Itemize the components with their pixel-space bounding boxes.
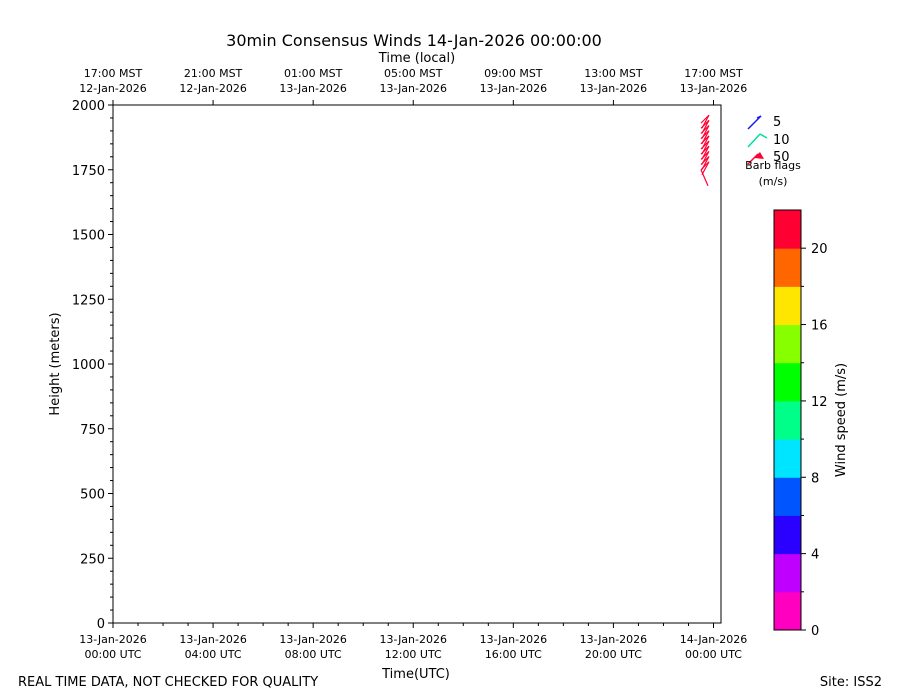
plot-area xyxy=(112,104,722,624)
colorbar-segment xyxy=(774,400,801,440)
x-tick-time: 08:00 UTC xyxy=(285,648,342,661)
top-x-tick-date: 13-Jan-2026 xyxy=(680,82,748,95)
colorbar-segment xyxy=(774,439,801,478)
barb-flag xyxy=(701,114,710,129)
barb-flag xyxy=(701,130,710,144)
legend-barb-50-icon xyxy=(747,152,764,165)
colorbar-tick-label: 12 xyxy=(811,395,828,410)
y-tick-label: 750 xyxy=(80,423,105,438)
wind-barb xyxy=(700,114,710,129)
colorbar-tick-label: 20 xyxy=(811,242,828,257)
colorbar-segment xyxy=(774,477,801,516)
chart-title: 30min Consensus Winds 14-Jan-2026 00:00:… xyxy=(226,31,602,50)
y-tick-label: 2000 xyxy=(72,99,105,114)
x-tick-time: 04:00 UTC xyxy=(185,648,242,661)
barb-flag xyxy=(701,161,710,176)
colorbar: 0 4 8 12 16 20 xyxy=(773,209,828,639)
colorbar-segment xyxy=(774,553,801,593)
colorbar-label: Wind speed (m/s) xyxy=(834,363,849,477)
y-tick-label: 1750 xyxy=(72,164,105,179)
colorbar-segment xyxy=(774,210,801,249)
top-x-tick-date: 12-Jan-2026 xyxy=(179,82,247,95)
colorbar-tick-label: 8 xyxy=(811,471,819,486)
top-x-tick-time: 17:00 MST xyxy=(84,67,143,80)
colorbar-frame xyxy=(773,209,802,631)
colorbar-segment xyxy=(774,362,801,402)
barb-flag xyxy=(701,120,710,134)
site-label: Site: ISS2 xyxy=(820,675,882,690)
y-tick-label: 250 xyxy=(80,552,105,567)
legend-barb-10-icon xyxy=(747,133,768,148)
colorbar-segment xyxy=(774,248,801,287)
legend-label-5: 5 xyxy=(773,115,781,130)
top-x-tick-time: 13:00 MST xyxy=(584,67,643,80)
top-x-tick-time: 17:00 MST xyxy=(684,67,743,80)
legend-units: (m/s) xyxy=(759,175,788,188)
colorbar-tick-label: 16 xyxy=(811,319,828,334)
colorbar-segment xyxy=(774,591,801,631)
x-axis-utc: 13-Jan-2026 00:00 UTC 13-Jan-2026 04:00 UTC… xyxy=(79,623,747,661)
barb-legend: 5 10 50 Barb flags (m/s) xyxy=(745,115,801,188)
colorbar-segment xyxy=(774,286,801,326)
wind-barbs xyxy=(700,114,710,186)
y-axis: 0 250 500 750 1000 1250 1500 1750 2000 xyxy=(72,99,113,632)
y-axis-label: Height (meters) xyxy=(48,312,63,415)
top-x-tick-time: 01:00 MST xyxy=(284,67,343,80)
top-x-tick-date: 13-Jan-2026 xyxy=(279,82,347,95)
legend-title: Barb flags xyxy=(745,159,801,172)
x-tick-time: 00:00 UTC xyxy=(685,648,742,661)
x-tick-date: 13-Jan-2026 xyxy=(179,633,247,646)
x-tick-time: 12:00 UTC xyxy=(385,648,442,661)
x-tick-date: 13-Jan-2026 xyxy=(480,633,548,646)
top-x-tick-date: 13-Jan-2026 xyxy=(379,82,447,95)
top-x-tick-time: 21:00 MST xyxy=(184,67,243,80)
colorbar-tick-label: 0 xyxy=(811,624,819,639)
x-tick-time: 00:00 UTC xyxy=(84,648,141,661)
y-tick-label: 0 xyxy=(97,617,105,632)
y-tick-label: 500 xyxy=(80,488,105,503)
x-tick-date: 14-Jan-2026 xyxy=(680,633,748,646)
colorbar-tick-label: 4 xyxy=(811,548,819,563)
top-x-tick-time: 05:00 MST xyxy=(384,67,443,80)
barb-flag xyxy=(701,145,710,160)
x-axis-label: Time(UTC) xyxy=(381,667,450,682)
x-tick-time: 16:00 UTC xyxy=(485,648,542,661)
colorbar-segment xyxy=(774,515,801,555)
barb-flag xyxy=(701,151,710,165)
x-tick-date: 13-Jan-2026 xyxy=(79,633,147,646)
barb-flag xyxy=(701,156,710,170)
y-tick-label: 1500 xyxy=(72,229,105,244)
barb-flag xyxy=(701,125,710,139)
colorbar-segment xyxy=(774,324,801,364)
x-axis-local: 17:00 MST 12-Jan-2026 21:00 MST 12-Jan-2026… xyxy=(79,67,747,105)
y-tick-label: 1250 xyxy=(72,293,105,308)
top-axis-title: Time (local) xyxy=(378,51,455,66)
barb-flag xyxy=(701,140,710,155)
x-tick-date: 13-Jan-2026 xyxy=(279,633,347,646)
top-x-tick-time: 09:00 MST xyxy=(484,67,543,80)
x-tick-time: 20:00 UTC xyxy=(585,648,642,661)
x-tick-date: 13-Jan-2026 xyxy=(580,633,648,646)
quality-disclaimer: REAL TIME DATA, NOT CHECKED FOR QUALITY xyxy=(18,675,318,690)
barb-flag xyxy=(701,135,710,150)
legend-barb-5-icon xyxy=(747,115,762,130)
y-tick-label: 1000 xyxy=(72,358,105,373)
x-tick-date: 13-Jan-2026 xyxy=(379,633,447,646)
barb-tail xyxy=(700,169,709,186)
legend-label-10: 10 xyxy=(773,133,790,148)
top-x-tick-date: 13-Jan-2026 xyxy=(580,82,648,95)
top-x-tick-date: 12-Jan-2026 xyxy=(79,82,147,95)
legend-label-50: 50 xyxy=(773,150,790,165)
top-x-tick-date: 13-Jan-2026 xyxy=(480,82,548,95)
